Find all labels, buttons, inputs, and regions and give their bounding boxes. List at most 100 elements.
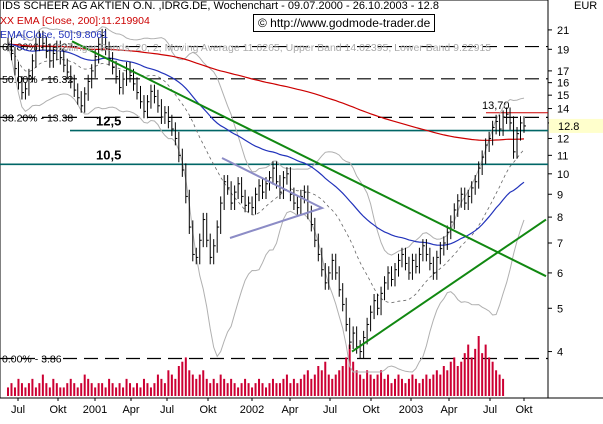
- y-axis-panel: [548, 0, 603, 419]
- fibonacci-label: 0.00% - 3.86: [2, 353, 62, 365]
- volume-bar: [446, 370, 449, 396]
- volume-bar: [463, 353, 466, 396]
- volume-bar: [376, 374, 379, 396]
- volume-bar: [285, 374, 288, 396]
- volume-bar: [366, 370, 369, 396]
- x-tick-label: Okt: [199, 404, 216, 416]
- volume-bar: [132, 387, 135, 396]
- volume-bar: [488, 357, 491, 396]
- volume-bar: [174, 378, 177, 396]
- volume-bar: [411, 374, 414, 396]
- volume-bar: [62, 387, 65, 396]
- volume-bar: [237, 387, 240, 396]
- x-tick-label: Apr: [122, 404, 139, 416]
- volume-bar: [45, 383, 48, 396]
- y-tick-label: 5: [557, 303, 563, 315]
- x-tick-label: Apr: [440, 404, 457, 416]
- volume-bar: [282, 378, 285, 396]
- volume-bar: [34, 387, 37, 396]
- volume-bar: [87, 378, 90, 396]
- volume-bar: [296, 383, 299, 396]
- watermark-url-box: © http://www.godmode-trader.de: [253, 14, 436, 32]
- x-tick-label: Jul: [160, 404, 174, 416]
- volume-bar: [149, 387, 152, 396]
- x-tick-label: Jul: [483, 404, 497, 416]
- volume-bar: [188, 370, 191, 396]
- x-tick-label: 2002: [240, 404, 264, 416]
- volume-bar: [244, 378, 247, 396]
- x-tick-label: Okt: [362, 404, 379, 416]
- x-tick-label: Jul: [11, 404, 25, 416]
- volume-bar: [449, 361, 452, 396]
- volume-bar: [470, 357, 473, 396]
- y-tick-label: 9: [557, 189, 563, 201]
- volume-bar: [97, 383, 100, 396]
- volume-bar: [271, 378, 274, 396]
- ema200-line: [7, 43, 525, 141]
- volume-bar: [289, 383, 292, 396]
- ema50-line: [7, 43, 525, 246]
- volume-bar: [146, 383, 149, 396]
- volume-bar: [167, 370, 170, 396]
- volume-bar: [275, 383, 278, 396]
- volume-bar: [380, 370, 383, 396]
- volume-bar: [17, 378, 20, 396]
- volume-bar: [320, 370, 323, 396]
- volume-bar: [223, 378, 226, 396]
- volume-bar: [184, 357, 187, 396]
- volume-bar: [76, 387, 79, 396]
- volume-bar: [10, 383, 13, 396]
- volume-bar: [362, 378, 365, 396]
- volume-bar: [338, 370, 341, 396]
- volume-bar: [428, 378, 431, 396]
- y-tick-label: 4: [557, 347, 563, 359]
- ema50-legend: EMA[Close, 50]:9.8061: [0, 29, 108, 41]
- volume-bar: [435, 370, 438, 396]
- volume-bar: [226, 383, 229, 396]
- volume-bar: [38, 383, 41, 396]
- volume-bar: [453, 357, 456, 396]
- volume-bar: [425, 374, 428, 396]
- volume-bar: [170, 374, 173, 396]
- x-tick-label: Okt: [49, 404, 66, 416]
- volume-bar: [240, 383, 243, 396]
- volume-bar: [101, 383, 104, 396]
- volume-bar: [348, 344, 351, 396]
- volume-bar: [212, 378, 215, 396]
- volume-bar: [66, 383, 69, 396]
- y-tick-label: 19: [557, 44, 569, 56]
- volume-bar: [31, 378, 34, 396]
- plot-area: [0, 0, 549, 399]
- volume-bar: [27, 383, 30, 396]
- volume-bar: [254, 383, 257, 396]
- volume-bar: [251, 387, 254, 396]
- volume-bar: [327, 374, 330, 396]
- volume-bar: [139, 387, 142, 396]
- volume-bar: [69, 378, 72, 396]
- chart-title: IDS SCHEER AG AKTIEN O.N. ,IDRG.DE, Woch…: [2, 0, 439, 12]
- volume-bar: [205, 378, 208, 396]
- volume-bar: [498, 374, 501, 396]
- support-label: 12,5: [96, 114, 121, 129]
- volume-bar: [484, 344, 487, 396]
- y-tick-label: 14: [557, 104, 569, 116]
- currency-label: EUR: [574, 0, 598, 12]
- volume-bar: [20, 383, 23, 396]
- volume-bar: [268, 383, 271, 396]
- volume-bar: [261, 383, 264, 396]
- volume-bar: [310, 378, 313, 396]
- volume-bar: [418, 383, 421, 396]
- fibonacci-label: 50.00% - 16.32: [2, 74, 73, 86]
- volume-bar: [13, 387, 16, 396]
- x-tick-label: Jul: [323, 404, 337, 416]
- volume-bar: [122, 387, 125, 396]
- x-tick-label: 2001: [83, 404, 107, 416]
- volume-bar: [474, 348, 477, 396]
- volume-bar: [90, 383, 93, 396]
- volume-bar: [383, 378, 386, 396]
- x-tick-label: Okt: [515, 404, 532, 416]
- volume-bar: [467, 344, 470, 396]
- y-tick-label: 7: [557, 238, 563, 250]
- volume-bar: [115, 387, 118, 396]
- volume-bar: [94, 387, 97, 396]
